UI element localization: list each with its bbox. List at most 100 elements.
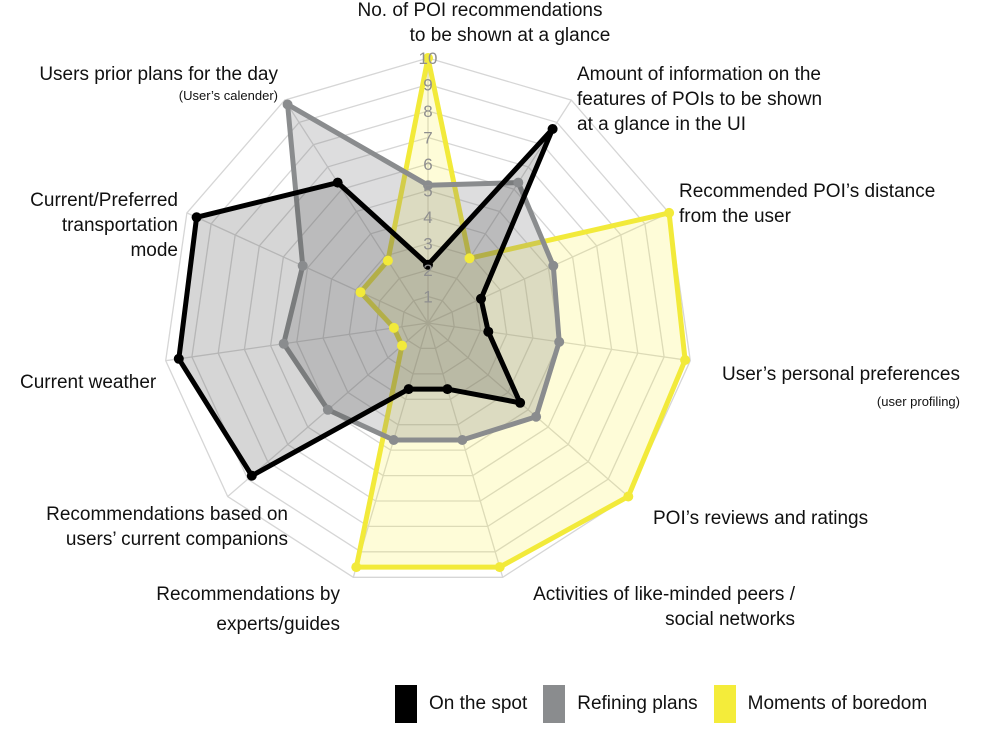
- axis-label-line: Users prior plans for the day: [39, 64, 278, 85]
- tick-label: 10: [419, 49, 438, 68]
- axis-label-line: users’ current companions: [65, 529, 288, 550]
- data-point: [483, 326, 494, 337]
- data-point: [191, 212, 202, 223]
- data-point: [494, 562, 505, 573]
- series-area-on-the-spot: [176, 127, 555, 480]
- data-point: [423, 259, 433, 270]
- axis-label-reviews: POI’s reviews and ratings: [653, 506, 868, 531]
- axis-label-prior-plans: Users prior plans for the day (User’s ca…: [10, 62, 278, 105]
- data-point: [332, 177, 343, 188]
- tick-label: 6: [423, 155, 432, 174]
- axis-label-line: Activities of like-minded peers /: [533, 584, 795, 605]
- legend-label: Moments of boredom: [747, 693, 928, 714]
- tick-label: 1: [423, 288, 432, 307]
- data-point: [278, 338, 289, 349]
- axis-sublabel: (user profiling): [876, 394, 960, 409]
- grid-spoke: [427, 322, 629, 497]
- tick-label: 3: [423, 235, 432, 254]
- data-point: [664, 207, 675, 218]
- grid-spoke: [284, 99, 429, 324]
- grid-ring: [165, 57, 691, 578]
- axis-label-info-amount: Amount of information on the features of…: [577, 62, 822, 137]
- grid-ring: [374, 269, 482, 375]
- series-area-refining-plans: [281, 99, 562, 443]
- axis-label-line: POI’s reviews and ratings: [653, 508, 869, 529]
- data-point: [403, 384, 414, 395]
- axis-label-line: social networks: [665, 609, 795, 630]
- data-point: [388, 322, 399, 333]
- tick-label: 7: [423, 129, 432, 148]
- tick-label: 2: [423, 261, 432, 280]
- grid-ring: [401, 295, 455, 350]
- legend-swatch: [395, 685, 417, 723]
- data-point: [423, 180, 433, 191]
- tick-label: 5: [423, 182, 432, 201]
- data-point: [623, 491, 634, 502]
- axis-sublabel: (User’s calender): [178, 88, 278, 103]
- grid-spoke: [352, 322, 429, 578]
- data-point: [282, 99, 293, 110]
- legend-label: Refining plans: [577, 693, 698, 714]
- data-point: [554, 336, 565, 347]
- axis-label-line: No. of POI recommendations: [357, 0, 603, 21]
- grid-spoke: [427, 212, 670, 324]
- axis-label-line: from the user: [679, 206, 791, 227]
- axis-label-line: experts/guides: [216, 614, 340, 635]
- data-point: [442, 384, 453, 395]
- legend-swatch: [713, 685, 736, 723]
- data-point: [397, 340, 407, 351]
- axis-label-line: mode: [130, 240, 178, 261]
- axis-label-line: Current/Preferred: [30, 190, 178, 211]
- data-point: [680, 355, 691, 365]
- grid-ring: [322, 216, 534, 426]
- data-point: [457, 435, 468, 445]
- axis-label-line: Amount of information on the: [577, 64, 821, 85]
- legend-swatch: [543, 685, 566, 723]
- grid-ring: [217, 110, 639, 528]
- data-point: [547, 124, 558, 134]
- legend-item-on-the-spot: On the spot: [395, 685, 527, 723]
- grid-ring: [348, 242, 508, 400]
- legend-item-moments-of-boredom: Moments of boredom: [713, 685, 928, 723]
- axis-label-distance: Recommended POI’s distance from the user: [679, 179, 935, 229]
- axis-label-experts: Recommendations by experts/guides: [120, 580, 340, 640]
- data-point: [351, 562, 362, 573]
- axis-label-line: to be shown at a glance: [409, 25, 611, 46]
- data-point: [548, 260, 559, 271]
- data-point: [173, 353, 184, 364]
- axis-label-line: Recommendations by: [156, 584, 340, 605]
- axis-label-line: transportation: [61, 215, 178, 236]
- grid-spoke: [427, 322, 504, 578]
- data-point: [388, 435, 399, 445]
- axis-label-poi-count: No. of POI recommendations to be shown a…: [330, 0, 630, 48]
- axis-label-companions: Recommendations based on users’ current …: [10, 502, 288, 552]
- axis-label-line: features of POIs to be shown: [577, 89, 823, 110]
- data-point: [476, 293, 486, 304]
- legend: On the spot Refining plans Moments of bo…: [395, 684, 943, 724]
- data-point: [513, 177, 524, 188]
- data-point: [464, 253, 475, 264]
- data-point: [515, 397, 526, 408]
- data-point: [531, 411, 542, 422]
- data-point: [246, 470, 257, 481]
- legend-label: On the spot: [429, 693, 528, 714]
- legend-item-refining-plans: Refining plans: [543, 685, 698, 723]
- data-point: [297, 260, 308, 271]
- data-point: [423, 53, 433, 63]
- axis-label-line: User’s personal preferences: [722, 364, 960, 385]
- grid-spoke: [165, 322, 429, 362]
- axis-label-weather: Current weather: [20, 370, 156, 395]
- axis-label-line: Recommendations based on: [46, 504, 288, 525]
- tick-label: 4: [423, 208, 432, 227]
- axis-label-transport: Current/Preferred transportation mode: [0, 188, 178, 263]
- data-point: [382, 255, 393, 266]
- axis-label-line: Current weather: [20, 372, 157, 393]
- grid-ring: [296, 189, 560, 451]
- tick-label: 9: [423, 76, 432, 95]
- axis-label-preferences: User’s personal preferences (user profil…: [700, 362, 960, 411]
- grid-ring: [269, 163, 587, 477]
- grid-ring: [191, 83, 665, 553]
- axis-label-peers: Activities of like-minded peers / social…: [480, 582, 795, 632]
- tick-label: 8: [423, 102, 432, 121]
